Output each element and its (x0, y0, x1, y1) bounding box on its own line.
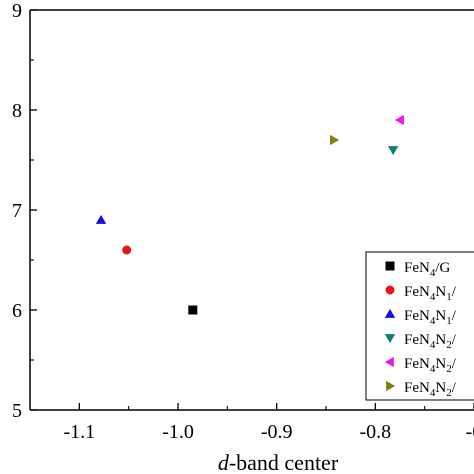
legend-label-part: 1 (446, 291, 452, 303)
legend-label-part: N (435, 284, 446, 300)
legend-label-part: 2 (446, 387, 452, 399)
legend-label-part: / (452, 284, 457, 300)
legend-label-part: 4 (430, 291, 436, 303)
y-tick-label: 8 (12, 100, 22, 122)
legend-label: FeN4N1/ (404, 308, 457, 327)
legend: FeN4/GFeN4N1/FeN4N1/FeN4N2/FeN4N2/FeN4N2… (365, 251, 474, 401)
legend-marker (385, 285, 395, 295)
legend-marker (384, 334, 396, 344)
legend-label: FeN4N2/ (404, 380, 457, 399)
y-tick-label: 7 (12, 200, 22, 222)
legend-label-part: FeN (404, 308, 430, 324)
legend-label-part: 2 (446, 339, 452, 351)
legend-label-part: / (452, 380, 457, 396)
legend-label-part: / (452, 332, 457, 348)
y-tick-label: 9 (12, 0, 22, 22)
legend-label-part: 4 (430, 363, 436, 375)
legend-label-part: 4 (430, 315, 436, 327)
legend-label: FeN4N1/ (404, 284, 457, 303)
data-point (387, 146, 399, 156)
data-point (394, 114, 404, 126)
legend-marker (384, 356, 394, 368)
data-point (122, 245, 132, 255)
y-tick-label: 5 (12, 400, 22, 422)
legend-label-part: FeN (404, 332, 430, 348)
x-tick-label: -1.1 (63, 421, 95, 443)
legend-label: FeN4N2/ (404, 332, 457, 351)
legend-label-part: N (435, 380, 446, 396)
legend-label-part: 4 (430, 339, 436, 351)
data-point (188, 305, 198, 315)
legend-label-part: / (452, 356, 457, 372)
x-axis-label-rest: -band center (229, 450, 339, 474)
legend-label-part: 2 (446, 363, 452, 375)
legend-marker (384, 308, 396, 318)
x-axis-label: d-band center (218, 450, 339, 474)
legend-label-part: N (435, 332, 446, 348)
legend-label-part: 4 (430, 267, 436, 279)
legend-label-part: FeN (404, 260, 430, 276)
y-tick-label: 6 (12, 300, 22, 322)
legend-marker (385, 261, 395, 271)
x-tick-label: -0.9 (261, 421, 293, 443)
legend-marker (386, 380, 396, 392)
legend-label-part: N (435, 356, 446, 372)
legend-label: FeN4N2/ (404, 356, 457, 375)
legend-label-part: FeN (404, 380, 430, 396)
data-points (95, 114, 404, 315)
x-tick-label: -0 (466, 421, 474, 443)
axes: 5 6 7 8 9 -1.1 -1.0 -0.9 -0.8 -0 (12, 0, 474, 443)
legend-label-part: N (435, 308, 446, 324)
legend-label-part: 1 (446, 315, 452, 327)
legend-label-part: FeN (404, 356, 430, 372)
legend-label-part: FeN (404, 284, 430, 300)
x-tick-label: -0.8 (359, 421, 391, 443)
data-point (95, 214, 107, 224)
x-axis-label-italic: d (218, 450, 230, 474)
legend-label: FeN4/G (404, 260, 451, 279)
data-point (330, 134, 340, 146)
legend-label-part: / (452, 308, 457, 324)
legend-label-part: /G (435, 260, 450, 276)
legend-label-part: 4 (430, 387, 436, 399)
x-tick-label: -1.0 (162, 421, 194, 443)
legend-box (365, 251, 474, 401)
